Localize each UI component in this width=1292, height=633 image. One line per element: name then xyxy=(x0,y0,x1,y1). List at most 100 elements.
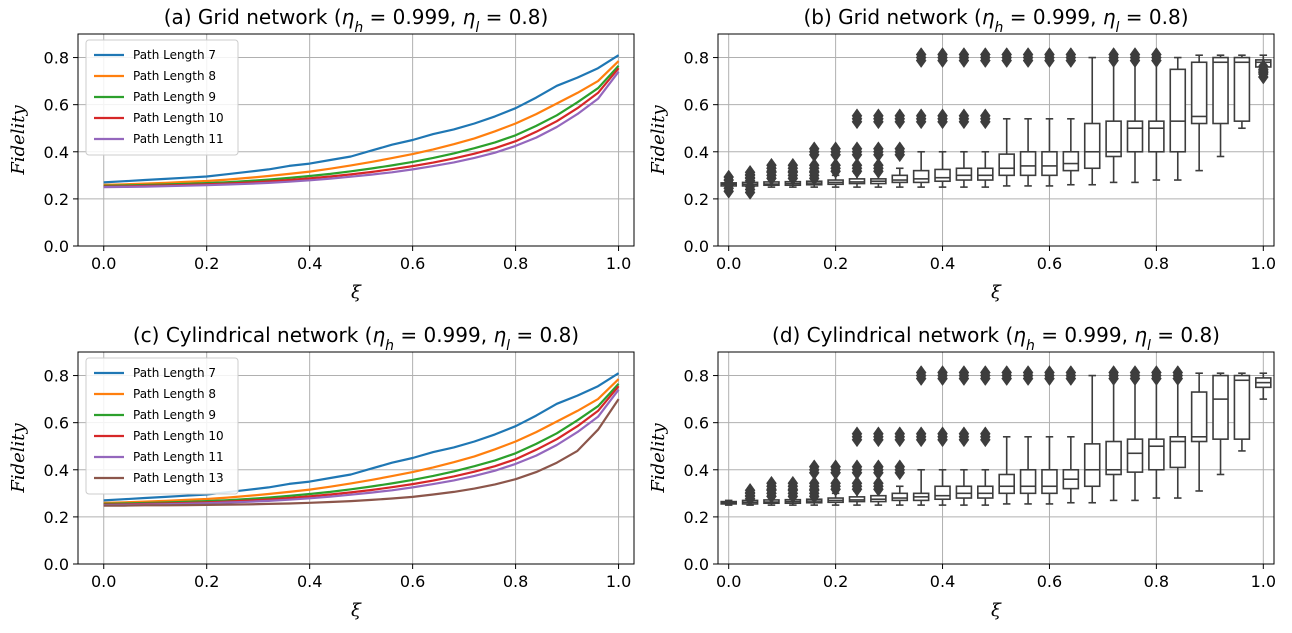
x-tick-label: 0.4 xyxy=(930,572,955,591)
box-17 xyxy=(1083,374,1101,504)
outlier-marker xyxy=(937,114,948,130)
y-tick-label: 0.0 xyxy=(44,555,69,574)
outlier-marker xyxy=(894,465,906,481)
y-tick-label: 0.8 xyxy=(44,367,69,386)
chart-title: (c) Cylindrical network (ηh = 0.999, ηl … xyxy=(133,323,579,354)
box-12 xyxy=(977,47,994,188)
y-tick-label: 0.6 xyxy=(44,96,69,115)
outlier-marker xyxy=(851,147,863,163)
outlier-marker xyxy=(980,53,991,68)
chart-title: (a) Grid network (ηh = 0.999, ηl = 0.8) xyxy=(164,5,549,36)
chart-panel-3: 0.0 0.2 0.4 0.6 0.8 1.0 0.0 0.2 0.4 0.6 0.8 (d) Cyl… xyxy=(648,323,1276,621)
box-9 xyxy=(912,47,930,188)
outlier-marker xyxy=(894,114,906,130)
outlier-marker xyxy=(808,481,820,497)
outlier-marker xyxy=(915,53,927,68)
box-2 xyxy=(763,475,780,506)
box-11 xyxy=(955,365,973,506)
box-24 xyxy=(1233,372,1251,452)
series-line-2 xyxy=(103,383,620,505)
box-18 xyxy=(1105,365,1122,502)
box-21 xyxy=(1169,56,1187,181)
box-6 xyxy=(848,108,866,188)
outlier-marker xyxy=(937,53,948,68)
outlier-marker xyxy=(937,432,948,448)
series-line-0 xyxy=(103,54,620,184)
outlier-marker xyxy=(851,114,863,130)
box-5 xyxy=(827,459,844,506)
outlier-marker xyxy=(1129,371,1141,386)
box-7 xyxy=(870,108,887,188)
outlier-marker xyxy=(1151,371,1162,386)
outlier-marker xyxy=(980,114,991,130)
outlier-marker xyxy=(894,147,906,163)
box-body xyxy=(1169,68,1187,153)
chart-panel-0: 0.0 0.2 0.4 0.6 0.8 1.0 0.0 0.2 0.4 0.6 0.8 Path Le… xyxy=(8,5,635,303)
x-tick-label: 0.8 xyxy=(1144,254,1169,273)
x-tick-label: 0.6 xyxy=(1037,254,1062,273)
y-tick-label: 0.4 xyxy=(44,461,69,480)
outlier-marker xyxy=(830,481,841,497)
x-tick-label: 0.8 xyxy=(503,572,528,591)
box-body xyxy=(1019,468,1037,495)
axes-frame xyxy=(77,351,635,565)
box-23 xyxy=(1212,54,1229,158)
legend-label-0: Path Length 7 xyxy=(133,366,216,380)
outlier-marker xyxy=(873,481,884,497)
box-body xyxy=(912,169,930,184)
legend-label-3: Path Length 10 xyxy=(133,111,224,125)
box-24 xyxy=(1233,54,1251,130)
outlier-marker xyxy=(1001,53,1012,68)
legend-label-3: Path Length 10 xyxy=(133,429,224,443)
box-22 xyxy=(1190,372,1208,492)
outlier-marker xyxy=(1022,371,1034,386)
outlier-marker xyxy=(1258,64,1269,80)
outlier-marker xyxy=(1108,53,1119,68)
legend-label-4: Path Length 11 xyxy=(133,450,224,464)
series-line-1 xyxy=(103,60,620,186)
outlier-marker xyxy=(851,465,863,481)
outlier-marker xyxy=(980,432,991,448)
box-body xyxy=(1062,150,1080,172)
y-axis-label: Fidelity xyxy=(648,105,669,176)
chart-title: (d) Cylindrical network (ηh = 0.999, ηl … xyxy=(772,323,1220,354)
box-body xyxy=(1041,150,1058,177)
box-body xyxy=(891,174,909,184)
box-7 xyxy=(870,426,887,506)
x-tick-label: 1.0 xyxy=(1251,572,1276,591)
box-13 xyxy=(998,365,1015,505)
box-body xyxy=(934,485,951,501)
box-25 xyxy=(1255,372,1272,400)
outlier-marker xyxy=(1001,371,1012,386)
x-tick-label: 0.2 xyxy=(194,572,219,591)
legend-box xyxy=(85,39,239,156)
box-1 xyxy=(741,482,759,507)
outlier-marker xyxy=(744,488,756,504)
outlier-marker xyxy=(873,465,884,481)
outlier-marker xyxy=(980,371,991,386)
box-body xyxy=(977,167,994,181)
box-body xyxy=(934,168,951,183)
legend: Path Length 7 Path Length 8 Path Length 9 P… xyxy=(85,39,239,156)
y-tick-label: 0.0 xyxy=(684,237,709,256)
box-4 xyxy=(805,459,823,506)
legend-label-4: Path Length 11 xyxy=(133,132,224,146)
x-tick-label: 0.2 xyxy=(823,572,848,591)
box-body xyxy=(1126,438,1144,473)
series-line-4 xyxy=(103,389,620,507)
box-body xyxy=(1019,150,1037,177)
box-21 xyxy=(1169,365,1187,499)
box-16 xyxy=(1062,47,1080,186)
box-9 xyxy=(912,365,930,506)
y-tick-label: 0.8 xyxy=(684,49,709,68)
box-8 xyxy=(891,426,909,506)
outlier-marker xyxy=(851,432,863,448)
x-tick-label: 0.8 xyxy=(503,254,528,273)
box-body xyxy=(1041,468,1058,495)
outlier-marker xyxy=(808,147,820,163)
y-tick-label: 0.2 xyxy=(44,508,69,527)
outlier-marker xyxy=(958,53,970,68)
box-0 xyxy=(720,499,737,506)
box-body xyxy=(1190,61,1208,125)
y-axis-label: Fidelity xyxy=(648,423,669,494)
